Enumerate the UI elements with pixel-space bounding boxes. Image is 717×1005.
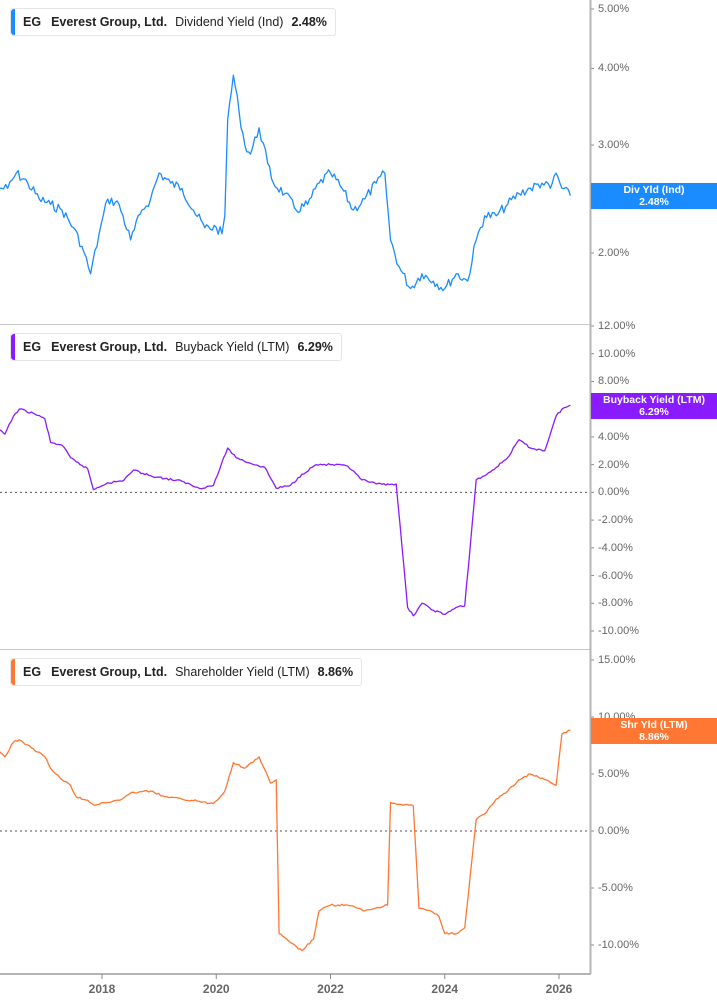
flag-shareholder-yield: Shr Yld (LTM) 8.86% <box>591 718 717 744</box>
legend-metric: Shareholder Yield (LTM) <box>175 665 310 679</box>
legend-value: 6.29% <box>297 340 333 354</box>
legend-value: 2.48% <box>291 15 327 29</box>
legend-value: 8.86% <box>317 665 354 679</box>
y-tick-label: 4.00% <box>598 62 630 75</box>
legend-shareholder-yield: EG Everest Group, Ltd. Shareholder Yield… <box>10 658 363 686</box>
y-tick-label: 5.00% <box>598 768 630 780</box>
legend-metric: Buyback Yield (LTM) <box>175 340 290 354</box>
y-tick-label: -6.00% <box>598 569 633 582</box>
y-tick-label: -4.00% <box>598 541 633 554</box>
legend-ticker: EG <box>23 340 42 354</box>
flag-buyback-yield: Buyback Yield (LTM) 6.29% <box>591 393 717 419</box>
legend-color-swatch <box>11 334 15 360</box>
legend-dividend-yield: EG Everest Group, Ltd. Dividend Yield (I… <box>10 8 336 36</box>
legend-company: Everest Group, Ltd. <box>51 665 168 679</box>
legend-company: Everest Group, Ltd. <box>51 340 168 354</box>
legend-ticker: EG <box>23 665 42 679</box>
y-tick-label: -10.00% <box>598 625 639 637</box>
y-tick-label: -10.00% <box>598 939 639 951</box>
y-tick-label: 0.00% <box>598 486 630 499</box>
y-tick-label: 3.00% <box>598 139 630 152</box>
x-tick-label: 2020 <box>202 982 230 996</box>
y-tick-label: 5.00% <box>598 3 630 15</box>
y-tick-label: -5.00% <box>598 882 633 894</box>
y-tick-label: 15.00% <box>598 654 636 666</box>
legend-color-swatch <box>11 659 15 685</box>
y-tick-label: -8.00% <box>598 597 633 610</box>
y-tick-label: 2.00% <box>598 247 630 259</box>
buyback-series-line <box>0 404 571 617</box>
y-tick-label: 8.00% <box>598 375 630 388</box>
x-tick-label: 2024 <box>431 982 459 996</box>
legend-buyback-yield: EG Everest Group, Ltd. Buyback Yield (LT… <box>10 333 342 361</box>
dividend-series-line <box>0 74 572 292</box>
flag-value: 2.48% <box>639 196 669 208</box>
y-tick-label: 4.00% <box>598 430 630 443</box>
y-tick-label: -2.00% <box>598 514 633 527</box>
legend-ticker: EG <box>23 15 42 29</box>
flag-label: Buyback Yield (LTM) <box>603 394 705 406</box>
shareholder-series-line <box>0 729 571 952</box>
flag-label: Div Yld (Ind) <box>623 184 685 196</box>
y-tick-label: 0.00% <box>598 825 630 837</box>
y-tick-label: 10.00% <box>598 347 636 360</box>
flag-label: Shr Yld (LTM) <box>620 719 688 731</box>
x-tick-label: 2018 <box>88 982 116 996</box>
x-tick-label: 2026 <box>545 982 573 996</box>
flag-dividend-yield: Div Yld (Ind) 2.48% <box>591 183 717 209</box>
legend-company: Everest Group, Ltd. <box>51 15 168 29</box>
legend-metric: Dividend Yield (Ind) <box>175 15 284 29</box>
legend-color-swatch <box>11 9 15 35</box>
y-tick-label: 12.00% <box>598 320 636 332</box>
flag-value: 8.86% <box>639 731 669 743</box>
flag-value: 6.29% <box>639 406 669 418</box>
y-tick-label: 2.00% <box>598 458 630 471</box>
x-tick-label: 2022 <box>317 982 344 996</box>
